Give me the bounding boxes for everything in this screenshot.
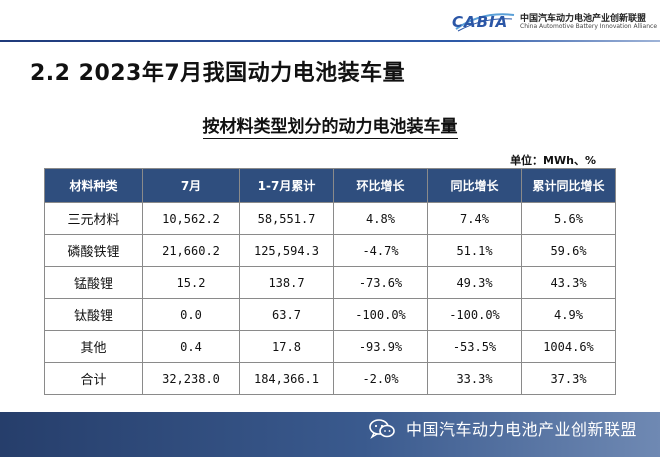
cell-value: 7.4%	[427, 202, 522, 235]
cell-value: -2.0%	[333, 362, 428, 395]
table-row-total: 合计 32,238.0 184,366.1 -2.0% 33.3% 37.3%	[44, 362, 616, 395]
cell-material: 合计	[44, 362, 143, 395]
cell-value: 63.7	[239, 298, 334, 331]
column-header-cumulative: 1-7月累计	[239, 168, 334, 203]
alliance-logo: CABIA 中国汽车动力电池产业创新联盟 China Automotive Ba…	[452, 9, 657, 35]
cell-value: -100.0%	[427, 298, 522, 331]
cell-value: 33.3%	[427, 362, 522, 395]
table-header-row: 材料种类 7月 1-7月累计 环比增长 同比增长 累计同比增长	[44, 168, 616, 203]
column-header-cumulative-yoy: 累计同比增长	[521, 168, 616, 203]
cell-value: 59.6%	[521, 234, 616, 267]
footer-bar	[0, 412, 660, 457]
cell-value: -93.9%	[333, 330, 428, 363]
cell-material: 其他	[44, 330, 143, 363]
cell-material: 钛酸锂	[44, 298, 143, 331]
cell-value: 1004.6%	[521, 330, 616, 363]
cell-value: 15.2	[142, 266, 240, 299]
section-title: 2.2 2023年7月我国动力电池装车量	[30, 61, 406, 86]
cell-value: 32,238.0	[142, 362, 240, 395]
table-title-text: 按材料类型划分的动力电池装车量	[202, 117, 458, 139]
cell-value: 49.3%	[427, 266, 522, 299]
logo-english-name: China Automotive Battery Innovation Alli…	[520, 23, 658, 30]
cell-value: 10,562.2	[142, 202, 240, 235]
cell-value: 4.8%	[333, 202, 428, 235]
cell-value: 5.6%	[521, 202, 616, 235]
cell-value: 51.1%	[427, 234, 522, 267]
battery-volume-table: 材料种类 7月 1-7月累计 环比增长 同比增长 累计同比增长 三元材料 10,…	[44, 168, 616, 395]
cell-value: 0.4	[142, 330, 240, 363]
cell-value: -4.7%	[333, 234, 428, 267]
cell-value: -73.6%	[333, 266, 428, 299]
cell-value: -53.5%	[427, 330, 522, 363]
wechat-icon	[369, 419, 395, 439]
column-header-july: 7月	[142, 168, 240, 203]
cell-value: 0.0	[142, 298, 240, 331]
logo-swoosh-icon	[455, 13, 515, 32]
table-row: 其他 0.4 17.8 -93.9% -53.5% 1004.6%	[44, 330, 616, 363]
table-row: 磷酸铁锂 21,660.2 125,594.3 -4.7% 51.1% 59.6…	[44, 234, 616, 267]
cell-value: -100.0%	[333, 298, 428, 331]
column-header-mom-growth: 环比增长	[333, 168, 428, 203]
cell-value: 37.3%	[521, 362, 616, 395]
cell-value: 58,551.7	[239, 202, 334, 235]
cell-value: 4.9%	[521, 298, 616, 331]
cell-value: 21,660.2	[142, 234, 240, 267]
table-row: 三元材料 10,562.2 58,551.7 4.8% 7.4% 5.6%	[44, 202, 616, 235]
table-title: 按材料类型划分的动力电池装车量	[0, 112, 660, 139]
cell-value: 17.8	[239, 330, 334, 363]
table-row: 锰酸锂 15.2 138.7 -73.6% 49.3% 43.3%	[44, 266, 616, 299]
logo-chinese-name: 中国汽车动力电池产业创新联盟	[520, 14, 647, 24]
top-bar	[0, 0, 660, 44]
cell-value: 43.3%	[521, 266, 616, 299]
cell-value: 184,366.1	[239, 362, 334, 395]
unit-label: 单位：MWh、%	[510, 154, 596, 167]
cell-material: 磷酸铁锂	[44, 234, 143, 267]
cell-value: 125,594.3	[239, 234, 334, 267]
header-divider	[0, 40, 660, 42]
cell-value: 138.7	[239, 266, 334, 299]
column-header-material: 材料种类	[44, 168, 143, 203]
cell-material: 三元材料	[44, 202, 143, 235]
footer-organization-name: 中国汽车动力电池产业创新联盟	[406, 420, 638, 439]
column-header-yoy-growth: 同比增长	[427, 168, 522, 203]
cell-material: 锰酸锂	[44, 266, 143, 299]
logo-mark: CABIA	[452, 13, 509, 31]
table-row: 钛酸锂 0.0 63.7 -100.0% -100.0% 4.9%	[44, 298, 616, 331]
